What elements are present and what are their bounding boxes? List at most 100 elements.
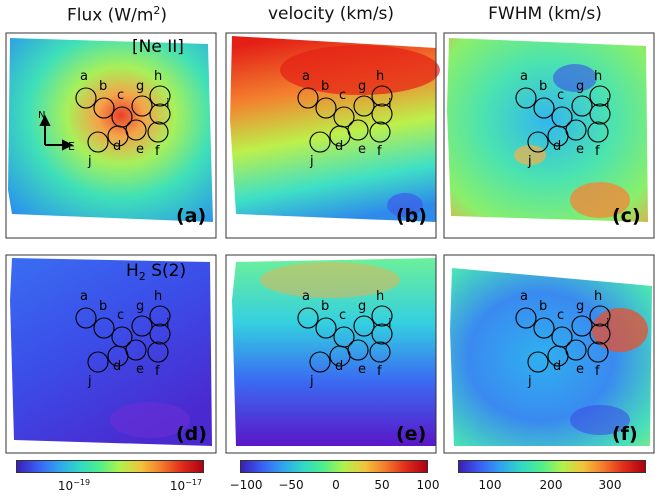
- aperture-label-g: g: [358, 299, 366, 314]
- aperture-circle-b: [315, 97, 337, 119]
- aperture-circle-e: [347, 119, 369, 141]
- frame-f: [443, 254, 655, 454]
- aperture-circle-j: [527, 351, 549, 373]
- aperture-label-h: h: [376, 69, 384, 84]
- compass-n: N: [38, 110, 45, 121]
- colorbar-velocity: [240, 460, 428, 473]
- aperture-circle-b: [93, 317, 115, 339]
- aperture-label-j: j: [309, 154, 314, 169]
- aperture-label-g: g: [576, 79, 584, 94]
- aperture-circle-f: [587, 341, 609, 363]
- colorbar-flux: [16, 460, 204, 473]
- aperture-circle-g: [131, 315, 153, 337]
- aperture-circle-e: [565, 339, 587, 361]
- tick-fwhm-2: 300: [598, 478, 622, 492]
- aperture-label-j: j: [309, 374, 314, 389]
- colorbar-fwhm: [458, 460, 646, 473]
- aperture-label-g: g: [358, 79, 366, 94]
- aperture-label-i: i: [388, 97, 392, 112]
- aperture-circle-i: [149, 323, 171, 345]
- aperture-label-g: g: [136, 79, 144, 94]
- aperture-circle-j: [309, 351, 331, 373]
- tick-velocity-4: 100: [416, 478, 440, 492]
- aperture-circle-b: [93, 97, 115, 119]
- aperture-label-j: j: [87, 154, 92, 169]
- aperture-label-b: b: [539, 79, 547, 94]
- aperture-label-d: d: [553, 139, 561, 154]
- aperture-label-f: f: [377, 364, 382, 379]
- frame-e: [225, 254, 437, 454]
- tick-fwhm-1: 200: [539, 478, 563, 492]
- aperture-label-g: g: [576, 299, 584, 314]
- aperture-circle-a: [75, 307, 97, 329]
- aperture-circle-h: [371, 305, 393, 327]
- aperture-circle-i: [149, 103, 171, 125]
- aperture-label-a: a: [520, 289, 528, 304]
- aperture-circle-b: [533, 97, 555, 119]
- aperture-circle-e: [347, 339, 369, 361]
- frame-a: [5, 32, 217, 239]
- col-title-flux: Flux (W/m2): [66, 4, 168, 26]
- aperture-label-c: c: [557, 308, 564, 323]
- map-c: [447, 38, 648, 222]
- aperture-label-e: e: [358, 362, 366, 377]
- panel-tag-f: (f): [612, 423, 638, 445]
- aperture-label-b: b: [99, 299, 107, 314]
- aperture-circle-g: [353, 315, 375, 337]
- line-label-h2: H2 S(2): [126, 261, 186, 283]
- aperture-circle-h: [589, 305, 611, 327]
- aperture-label-a: a: [80, 289, 88, 304]
- tick-velocity-1: −50: [278, 478, 304, 492]
- aperture-circle-i: [371, 103, 393, 125]
- aperture-label-f: f: [595, 144, 600, 159]
- aperture-label-i: i: [166, 317, 170, 332]
- panel-tag-b: (b): [396, 205, 427, 227]
- aperture-label-b: b: [321, 79, 329, 94]
- tick-velocity-2: 0: [332, 478, 340, 492]
- aperture-group-d: abc d e f ghi j: [75, 289, 171, 389]
- aperture-label-f: f: [377, 144, 382, 159]
- tick-flux-0: 10−19: [57, 478, 91, 493]
- aperture-label-h: h: [594, 289, 602, 304]
- aperture-label-c: c: [557, 88, 564, 103]
- aperture-label-a: a: [520, 69, 528, 84]
- frame-b: [225, 32, 437, 239]
- aperture-circle-i: [589, 103, 611, 125]
- map-d: [10, 258, 212, 446]
- tick-flux-1: 10−17: [169, 478, 203, 493]
- aperture-circle-b: [533, 317, 555, 339]
- aperture-label-g: g: [136, 299, 144, 314]
- aperture-label-f: f: [155, 364, 160, 379]
- compass: [39, 114, 74, 151]
- aperture-label-b: b: [321, 299, 329, 314]
- aperture-label-c: c: [117, 308, 124, 323]
- aperture-label-c: c: [117, 88, 124, 103]
- col-title-fwhm: FWHM (km/s): [488, 4, 602, 24]
- aperture-circle-h: [371, 85, 393, 107]
- aperture-circle-e: [125, 339, 147, 361]
- aperture-group-e: abc d e f ghi j: [297, 289, 393, 389]
- frame-d: [5, 254, 217, 454]
- aperture-label-c: c: [339, 308, 346, 323]
- map-e: [232, 258, 436, 446]
- aperture-circle-a: [515, 307, 537, 329]
- aperture-label-a: a: [302, 69, 310, 84]
- aperture-label-d: d: [335, 139, 343, 154]
- aperture-group-b: abc d e f ghi j: [297, 69, 393, 169]
- aperture-label-h: h: [154, 69, 162, 84]
- aperture-circle-f: [147, 341, 169, 363]
- aperture-group-f: abc d e f ghi j: [515, 289, 611, 389]
- aperture-label-i: i: [606, 317, 610, 332]
- aperture-circle-b: [315, 317, 337, 339]
- aperture-circle-g: [571, 315, 593, 337]
- aperture-circle-f: [587, 121, 609, 143]
- aperture-circle-e: [125, 119, 147, 141]
- aperture-label-d: d: [335, 359, 343, 374]
- aperture-circle-j: [309, 131, 331, 153]
- aperture-label-i: i: [166, 97, 170, 112]
- aperture-label-h: h: [154, 289, 162, 304]
- aperture-circle-j: [527, 131, 549, 153]
- panel-tag-c: (c): [612, 205, 641, 227]
- col-title-velocity: velocity (km/s): [267, 4, 395, 24]
